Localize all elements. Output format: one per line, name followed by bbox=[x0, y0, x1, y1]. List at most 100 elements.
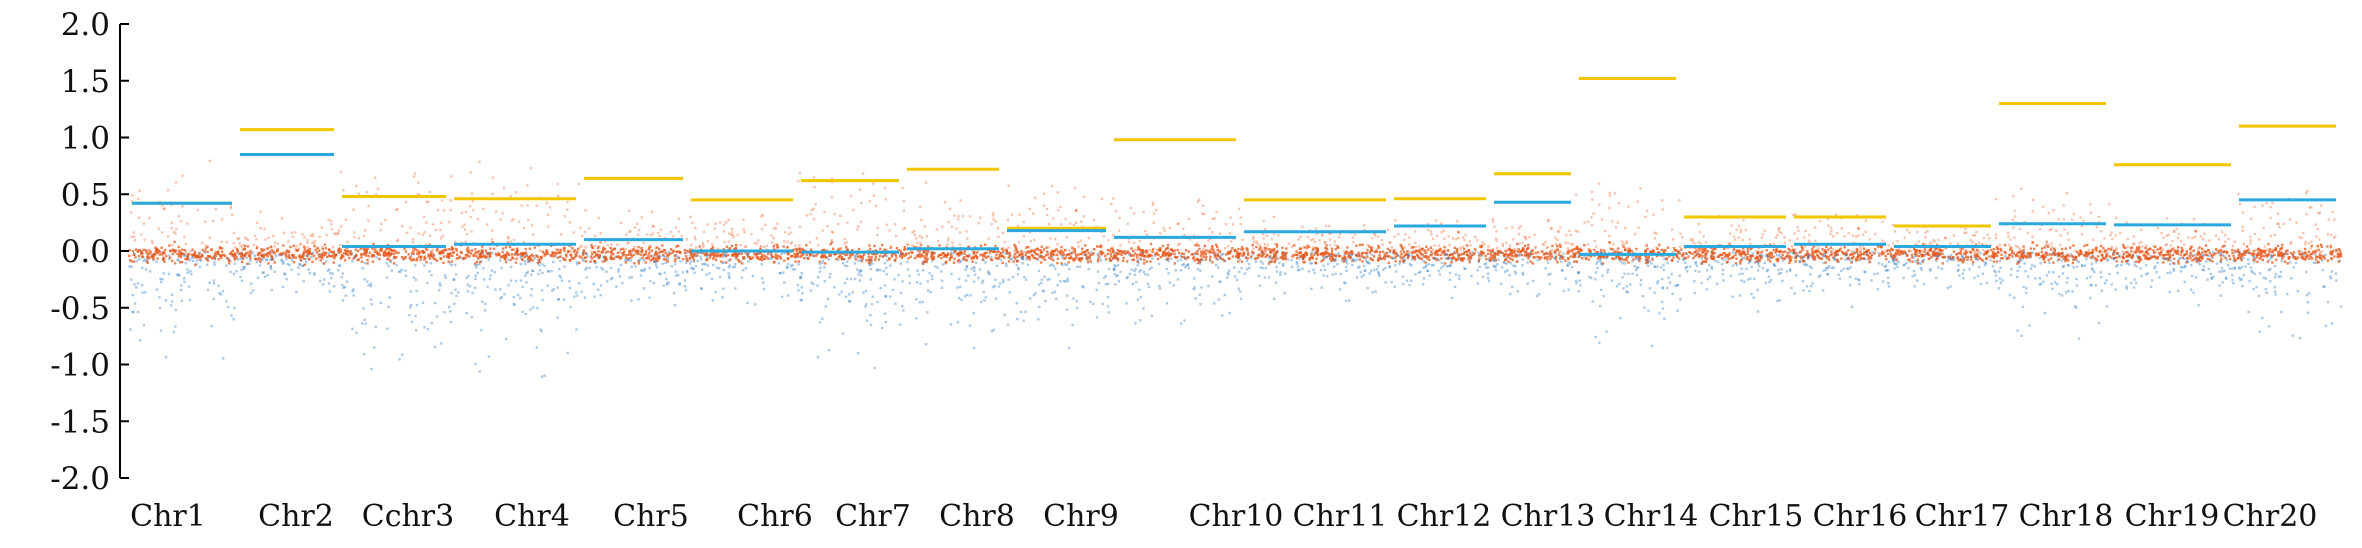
data-point bbox=[1045, 208, 1049, 211]
data-point bbox=[1113, 264, 1116, 267]
data-point bbox=[1626, 290, 1629, 294]
data-point bbox=[415, 328, 418, 332]
data-point bbox=[1544, 267, 1547, 270]
data-point bbox=[1227, 257, 1231, 260]
data-point bbox=[1374, 234, 1377, 237]
data-point bbox=[1297, 252, 1301, 255]
data-point bbox=[1104, 258, 1108, 261]
data-point bbox=[213, 257, 216, 261]
data-point bbox=[250, 282, 253, 285]
data-point bbox=[201, 248, 204, 252]
data-point bbox=[567, 250, 570, 254]
data-point bbox=[346, 249, 350, 253]
data-point bbox=[1267, 262, 1271, 265]
data-point bbox=[264, 248, 268, 251]
data-point bbox=[214, 254, 218, 258]
data-point bbox=[865, 303, 868, 306]
data-point bbox=[334, 253, 337, 256]
data-point bbox=[1345, 250, 1348, 254]
data-point bbox=[353, 255, 357, 258]
data-point bbox=[287, 240, 290, 243]
data-point bbox=[827, 297, 830, 301]
data-point bbox=[627, 258, 630, 262]
data-point bbox=[232, 231, 236, 235]
data-point bbox=[222, 357, 225, 360]
points-chr9 bbox=[1003, 184, 1113, 350]
data-point bbox=[367, 204, 370, 208]
data-point bbox=[163, 248, 167, 252]
data-point bbox=[470, 316, 473, 319]
data-point bbox=[1332, 259, 1335, 263]
data-point bbox=[426, 281, 429, 285]
data-point bbox=[303, 245, 306, 248]
data-point bbox=[1156, 257, 1160, 261]
data-point bbox=[662, 284, 665, 287]
data-point bbox=[990, 329, 993, 333]
data-point bbox=[751, 274, 755, 278]
data-point bbox=[1653, 265, 1656, 268]
data-point bbox=[1252, 241, 1256, 244]
data-point bbox=[1679, 298, 1682, 301]
data-point bbox=[647, 257, 651, 260]
data-point bbox=[135, 286, 138, 289]
data-point bbox=[1295, 257, 1299, 260]
data-point bbox=[1299, 255, 1303, 258]
data-point bbox=[613, 255, 617, 258]
data-point bbox=[852, 208, 855, 212]
data-point bbox=[234, 254, 237, 257]
data-point bbox=[359, 247, 362, 250]
data-point bbox=[1517, 255, 1520, 258]
data-point bbox=[1028, 231, 1032, 234]
data-point bbox=[471, 200, 474, 203]
data-point bbox=[1265, 247, 1269, 250]
data-point bbox=[152, 255, 155, 258]
data-point bbox=[765, 244, 769, 248]
data-point bbox=[421, 301, 425, 304]
data-point bbox=[1383, 257, 1386, 261]
data-point bbox=[667, 281, 670, 284]
data-point bbox=[899, 252, 903, 255]
data-point bbox=[847, 257, 850, 260]
data-point bbox=[1215, 263, 1218, 267]
data-point bbox=[519, 253, 522, 256]
data-point bbox=[1013, 257, 1017, 260]
data-point bbox=[1136, 259, 1139, 262]
data-point bbox=[374, 325, 377, 329]
data-point bbox=[885, 259, 889, 262]
data-point bbox=[531, 269, 534, 272]
data-point bbox=[412, 238, 415, 241]
data-point bbox=[538, 269, 542, 272]
data-point bbox=[723, 254, 727, 257]
data-point bbox=[917, 273, 920, 276]
data-point bbox=[1411, 258, 1414, 261]
data-point bbox=[1430, 253, 1434, 256]
data-point bbox=[260, 250, 264, 253]
data-point bbox=[556, 316, 559, 319]
data-point bbox=[864, 305, 867, 308]
data-point bbox=[609, 254, 613, 257]
data-point bbox=[471, 249, 474, 252]
data-point bbox=[282, 244, 285, 247]
data-point bbox=[1510, 250, 1513, 254]
data-point bbox=[956, 252, 959, 256]
data-point bbox=[1517, 250, 1520, 253]
data-point bbox=[441, 249, 444, 252]
data-point bbox=[1246, 247, 1249, 250]
data-point bbox=[1275, 270, 1279, 273]
data-point bbox=[1656, 280, 1660, 283]
data-point bbox=[1185, 264, 1188, 267]
data-point bbox=[965, 265, 969, 268]
data-point bbox=[301, 264, 304, 267]
data-point bbox=[1196, 252, 1199, 256]
data-point bbox=[263, 275, 267, 278]
data-point bbox=[460, 211, 464, 215]
data-point bbox=[919, 255, 922, 259]
data-point bbox=[361, 322, 364, 325]
data-point bbox=[748, 256, 752, 259]
data-point bbox=[1594, 271, 1598, 274]
data-point bbox=[328, 290, 331, 293]
data-point bbox=[380, 222, 383, 225]
data-point bbox=[797, 263, 800, 266]
data-point bbox=[363, 353, 366, 356]
data-point bbox=[353, 235, 356, 239]
